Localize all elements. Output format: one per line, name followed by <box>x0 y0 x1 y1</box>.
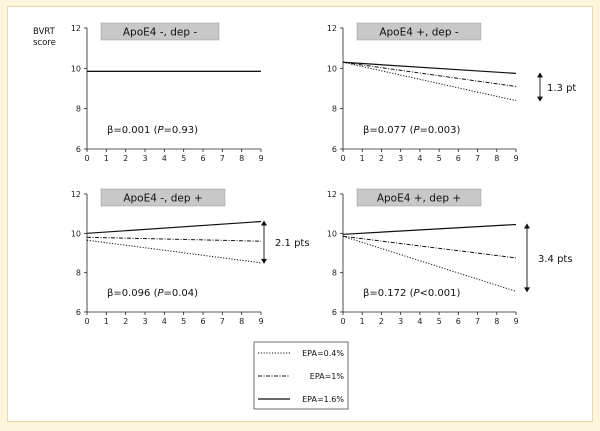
series-line <box>86 236 262 242</box>
x-tick-label: 2 <box>379 317 384 326</box>
legend-entry: EPA=1% <box>310 372 345 381</box>
x-tick-label: 1 <box>360 154 365 163</box>
x-tick-label: 3 <box>142 154 147 163</box>
x-tick-label: 9 <box>513 317 518 326</box>
x-tick-label: 7 <box>475 154 480 163</box>
series-line <box>86 220 262 234</box>
y-tick-label: 10 <box>71 229 81 238</box>
x-tick-label: 0 <box>84 154 89 163</box>
x-tick-label: 0 <box>340 154 345 163</box>
x-tick-label: 2 <box>123 154 128 163</box>
y-tick-label: 12 <box>71 24 81 33</box>
series-line <box>342 61 517 74</box>
range-annotation: 1.3 pt <box>547 83 576 94</box>
series-line <box>86 239 262 264</box>
beta-label: β=0.096 (P=0.04) <box>107 288 198 299</box>
legend-entry: EPA=0.4% <box>302 349 344 358</box>
beta-label: β=0.001 (P=0.93) <box>107 125 198 136</box>
x-tick-label: 7 <box>475 317 480 326</box>
y-tick-label: 12 <box>327 24 337 33</box>
y-tick-label: 10 <box>71 64 81 73</box>
x-tick-label: 9 <box>513 154 518 163</box>
panel-title-box <box>100 22 220 41</box>
x-tick-label: 8 <box>494 154 499 163</box>
y-tick-label: 8 <box>332 105 337 114</box>
range-arrow-head-up <box>261 220 267 226</box>
beta-label: β=0.077 (P=0.003) <box>363 125 461 136</box>
range-annotation: 2.1 pts <box>275 238 310 249</box>
x-tick-label: 4 <box>162 317 167 326</box>
y-tick-label: 12 <box>71 190 81 199</box>
y-tick-label: 6 <box>76 145 81 154</box>
series-line <box>342 235 517 259</box>
series-line <box>342 235 517 292</box>
y-tick-label: 10 <box>327 64 337 73</box>
x-tick-label: 9 <box>258 317 263 326</box>
x-tick-label: 8 <box>494 317 499 326</box>
x-tick-label: 5 <box>437 317 442 326</box>
panel-title: ApoE4 -, dep - <box>123 27 198 39</box>
x-tick-label: 9 <box>258 154 263 163</box>
x-tick-label: 0 <box>84 317 89 326</box>
y-tick-label: 8 <box>76 269 81 278</box>
x-tick-label: 1 <box>104 317 109 326</box>
x-tick-label: 6 <box>200 317 205 326</box>
y-tick-label: 12 <box>327 190 337 199</box>
series-line <box>342 61 517 87</box>
x-tick-label: 3 <box>398 154 403 163</box>
x-tick-label: 5 <box>437 154 442 163</box>
y-tick-label: 6 <box>76 308 81 317</box>
x-tick-label: 4 <box>162 154 167 163</box>
x-tick-label: 0 <box>340 317 345 326</box>
x-tick-label: 5 <box>181 317 186 326</box>
x-tick-label: 1 <box>104 154 109 163</box>
y-tick-label: 6 <box>332 308 337 317</box>
series-line <box>342 223 517 235</box>
y-tick-label: 8 <box>332 269 337 278</box>
x-tick-label: 7 <box>220 317 225 326</box>
panel-title: ApoE4 +, dep + <box>377 193 461 205</box>
range-arrow-head-down <box>537 96 543 102</box>
x-tick-label: 1 <box>360 317 365 326</box>
x-tick-label: 8 <box>239 317 244 326</box>
y-tick-label: 8 <box>76 105 81 114</box>
range-arrow-head-up <box>524 223 530 229</box>
panel-title-box <box>356 22 482 41</box>
x-tick-label: 5 <box>181 154 186 163</box>
x-tick-label: 7 <box>220 154 225 163</box>
x-tick-label: 6 <box>456 317 461 326</box>
x-tick-label: 3 <box>142 317 147 326</box>
panel-title: ApoE4 +, dep - <box>379 27 459 39</box>
legend-entry: EPA=1.6% <box>302 395 344 404</box>
y-tick-label: 10 <box>327 229 337 238</box>
y-axis-label-line1: BVRT <box>33 27 56 37</box>
x-tick-label: 6 <box>200 154 205 163</box>
panel-title-box <box>100 188 226 207</box>
x-tick-label: 8 <box>239 154 244 163</box>
beta-label: β=0.172 (P<0.001) <box>363 288 461 299</box>
panel-title-box <box>356 188 482 207</box>
x-tick-label: 4 <box>417 317 422 326</box>
x-tick-label: 2 <box>379 154 384 163</box>
x-tick-label: 6 <box>456 154 461 163</box>
range-annotation: 3.4 pts <box>538 254 573 265</box>
x-tick-label: 3 <box>398 317 403 326</box>
panel-title: ApoE4 -, dep + <box>123 193 202 205</box>
legend: EPA=0.4% EPA=1% EPA=1.6% <box>253 341 349 410</box>
x-tick-label: 2 <box>123 317 128 326</box>
y-axis-label-line2: score <box>33 38 56 48</box>
range-arrow-head-up <box>537 72 543 78</box>
range-arrow-head-down <box>524 287 530 293</box>
x-tick-label: 4 <box>417 154 422 163</box>
y-tick-label: 6 <box>332 145 337 154</box>
range-arrow-head-down <box>261 258 267 264</box>
